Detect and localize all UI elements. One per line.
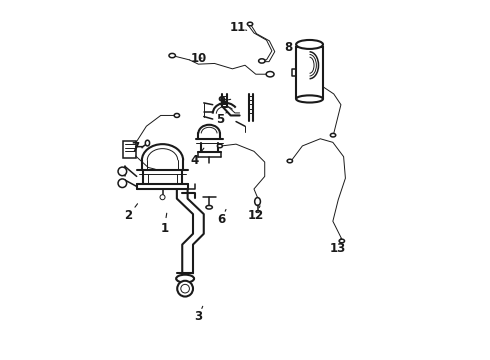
Ellipse shape — [176, 275, 194, 283]
Text: 10: 10 — [190, 51, 206, 64]
Text: 6: 6 — [218, 213, 226, 226]
Ellipse shape — [218, 144, 222, 148]
Circle shape — [160, 195, 165, 200]
Text: 3: 3 — [195, 310, 202, 324]
Circle shape — [181, 284, 190, 293]
Circle shape — [177, 281, 193, 297]
Ellipse shape — [256, 211, 259, 213]
Circle shape — [118, 179, 126, 188]
Ellipse shape — [330, 134, 336, 137]
Ellipse shape — [174, 113, 179, 117]
Text: 5: 5 — [216, 113, 224, 126]
Circle shape — [118, 167, 126, 176]
Ellipse shape — [206, 206, 212, 209]
Ellipse shape — [266, 72, 274, 77]
Text: 11: 11 — [230, 21, 246, 34]
Text: 1: 1 — [160, 222, 169, 235]
Ellipse shape — [259, 59, 265, 63]
Text: 9: 9 — [218, 95, 226, 108]
Ellipse shape — [339, 239, 344, 243]
Ellipse shape — [287, 159, 293, 163]
Bar — [296, 47, 323, 98]
Ellipse shape — [146, 140, 149, 146]
Text: 8: 8 — [284, 41, 292, 54]
Text: 13: 13 — [330, 242, 346, 255]
Text: 12: 12 — [247, 210, 264, 222]
Text: 2: 2 — [124, 210, 132, 222]
Ellipse shape — [247, 22, 253, 26]
Ellipse shape — [296, 95, 323, 103]
Ellipse shape — [296, 40, 323, 49]
Ellipse shape — [169, 53, 175, 58]
Text: 7: 7 — [131, 141, 140, 154]
Ellipse shape — [255, 198, 260, 206]
Polygon shape — [123, 140, 136, 158]
Text: 4: 4 — [191, 154, 199, 167]
